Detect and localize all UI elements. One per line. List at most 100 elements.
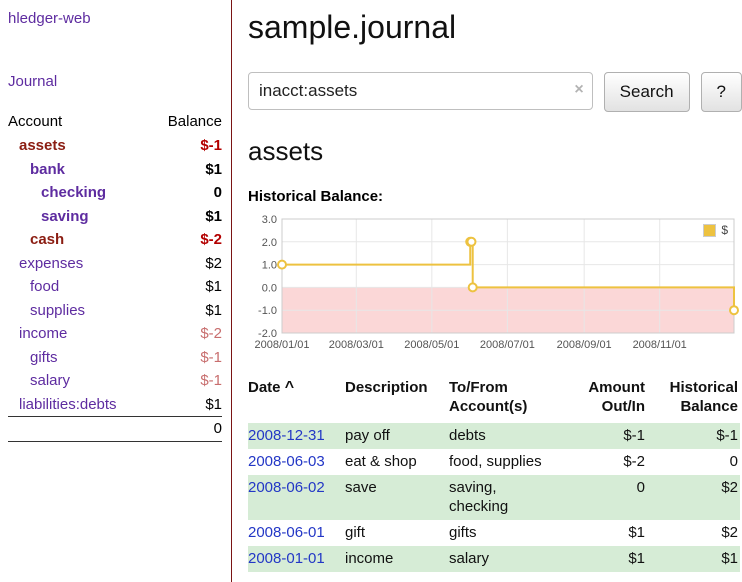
txn-amount: 0 bbox=[636, 479, 645, 496]
txn-balance: $2 bbox=[721, 479, 738, 496]
account-row: income $-2 bbox=[8, 322, 222, 346]
account-link-bank[interactable]: bank bbox=[30, 160, 66, 178]
search-box: × bbox=[248, 72, 593, 112]
account-balance: 0 bbox=[213, 184, 222, 201]
txn-balance: $2 bbox=[721, 524, 738, 541]
account-row: cash $-2 bbox=[8, 228, 222, 252]
svg-text:2008/11/01: 2008/11/01 bbox=[633, 339, 687, 351]
register-row: 2008-12-31 pay off debts $-1 $-1 bbox=[248, 423, 740, 449]
account-row: salary $-1 bbox=[8, 369, 222, 393]
account-balance: $1 bbox=[205, 278, 222, 295]
txn-balance: $-1 bbox=[716, 427, 738, 444]
svg-text:2008/03/01: 2008/03/01 bbox=[329, 339, 384, 351]
svg-text:2.0: 2.0 bbox=[262, 237, 277, 249]
svg-text:-1.0: -1.0 bbox=[258, 305, 277, 317]
account-balance: $1 bbox=[205, 301, 222, 319]
sort-asc-icon: ^ bbox=[284, 379, 295, 396]
account-link-salary[interactable]: salary bbox=[30, 372, 71, 389]
account-heading: assets bbox=[248, 136, 324, 166]
account-row: checking 0 bbox=[8, 181, 222, 205]
svg-text:2008/01/01: 2008/01/01 bbox=[254, 339, 309, 351]
search-bar: × Search ? bbox=[248, 72, 742, 112]
account-link-liabilities-debts[interactable]: liabilities:debts bbox=[19, 395, 117, 413]
app-title-link[interactable]: hledger-web bbox=[8, 10, 91, 27]
balance-chart: 3.0 2.0 1.0 0.0 -1.0 -2.0 2008/01/01 2008/03/01… bbox=[248, 211, 740, 361]
help-button[interactable]: ? bbox=[700, 72, 742, 112]
account-link-assets[interactable]: assets bbox=[19, 137, 66, 154]
chart-heading: Historical Balance: bbox=[248, 188, 384, 205]
account-row: expenses $2 bbox=[8, 252, 222, 276]
register-row: 2008-06-01 gift gifts $1 $2 bbox=[248, 520, 740, 546]
account-link-expenses[interactable]: expenses bbox=[19, 254, 84, 272]
txn-accounts: salary bbox=[449, 550, 490, 567]
account-link-gifts[interactable]: gifts bbox=[30, 348, 58, 366]
account-link-checking[interactable]: checking bbox=[41, 184, 107, 201]
txn-description: save bbox=[345, 479, 377, 496]
nav-journal-link[interactable]: Journal bbox=[8, 73, 58, 90]
register-header-row: Date ^ Description To/From Account(s) Am… bbox=[248, 376, 740, 423]
account-balance: $-1 bbox=[200, 137, 222, 154]
svg-text:3.0: 3.0 bbox=[262, 214, 277, 226]
register-header-date-label: Date bbox=[248, 379, 281, 396]
txn-amount: $-1 bbox=[623, 427, 645, 444]
txn-description: gift bbox=[345, 524, 366, 541]
account-row: gifts $-1 bbox=[8, 346, 222, 370]
txn-accounts: food, supplies bbox=[449, 453, 542, 470]
accounts-header-balance: Balance bbox=[167, 113, 222, 130]
txn-accounts: gifts bbox=[449, 524, 477, 541]
account-link-saving[interactable]: saving bbox=[41, 207, 89, 225]
txn-date-link[interactable]: 2008-06-03 bbox=[248, 453, 325, 470]
account-balance: $2 bbox=[205, 254, 222, 272]
svg-text:2008/05/01: 2008/05/01 bbox=[404, 339, 459, 351]
svg-text:2008/07/01: 2008/07/01 bbox=[480, 339, 535, 351]
svg-text:2008/09/01: 2008/09/01 bbox=[557, 339, 612, 351]
main-content: sample.journal × Search ? assets Histori… bbox=[248, 0, 742, 572]
account-balance: $-2 bbox=[200, 325, 222, 342]
txn-balance: $1 bbox=[721, 550, 738, 567]
account-balance: $1 bbox=[205, 395, 222, 413]
txn-accounts: saving, checking bbox=[449, 479, 509, 515]
txn-amount: $-2 bbox=[623, 453, 645, 470]
register-header-date[interactable]: Date ^ bbox=[248, 376, 345, 423]
register-table: Date ^ Description To/From Account(s) Am… bbox=[248, 376, 740, 572]
search-input[interactable] bbox=[248, 72, 593, 110]
svg-text:0.0: 0.0 bbox=[262, 282, 277, 294]
register-header-account: To/From Account(s) bbox=[449, 379, 528, 415]
svg-text:-2.0: -2.0 bbox=[258, 328, 277, 340]
register-header-amount: Amount Out/In bbox=[588, 379, 645, 415]
accounts-header-account: Account bbox=[8, 113, 63, 130]
accounts-total-balance: 0 bbox=[150, 416, 222, 442]
account-balance: $1 bbox=[205, 160, 222, 178]
account-link-cash[interactable]: cash bbox=[30, 231, 65, 248]
chart-legend: $ bbox=[700, 222, 731, 238]
account-balance: $-1 bbox=[200, 348, 222, 366]
account-balance: $-2 bbox=[200, 231, 222, 248]
txn-amount: $1 bbox=[628, 524, 645, 541]
account-balance: $-1 bbox=[200, 372, 222, 389]
clear-search-icon[interactable]: × bbox=[574, 81, 584, 98]
txn-date-link[interactable]: 2008-12-31 bbox=[248, 427, 325, 444]
sidebar: hledger-web Journal Account Balance asse… bbox=[0, 0, 232, 582]
account-row: liabilities:debts $1 bbox=[8, 393, 222, 417]
account-link-food[interactable]: food bbox=[30, 278, 60, 295]
account-link-supplies[interactable]: supplies bbox=[30, 301, 86, 319]
search-button[interactable]: Search bbox=[603, 72, 690, 112]
register-header-balance: Historical Balance bbox=[669, 379, 738, 415]
account-link-income[interactable]: income bbox=[19, 325, 68, 342]
txn-date-link[interactable]: 2008-06-01 bbox=[248, 524, 325, 541]
page-title: sample.journal bbox=[248, 9, 457, 45]
txn-balance: 0 bbox=[729, 453, 738, 470]
account-row: assets $-1 bbox=[8, 134, 222, 158]
txn-date-link[interactable]: 2008-01-01 bbox=[248, 550, 325, 567]
txn-accounts: debts bbox=[449, 427, 486, 444]
register-row: 2008-06-02 save saving, checking 0 $2 bbox=[248, 475, 740, 520]
register-row: 2008-06-03 eat & shop food, supplies $-2… bbox=[248, 449, 740, 475]
svg-text:1.0: 1.0 bbox=[262, 260, 277, 272]
register-row: 2008-01-01 income salary $1 $1 bbox=[248, 546, 740, 572]
legend-swatch-icon bbox=[703, 223, 717, 237]
account-row: saving $1 bbox=[8, 205, 222, 229]
txn-description: income bbox=[345, 550, 394, 567]
account-row: food $1 bbox=[8, 275, 222, 299]
txn-date-link[interactable]: 2008-06-02 bbox=[248, 479, 325, 496]
